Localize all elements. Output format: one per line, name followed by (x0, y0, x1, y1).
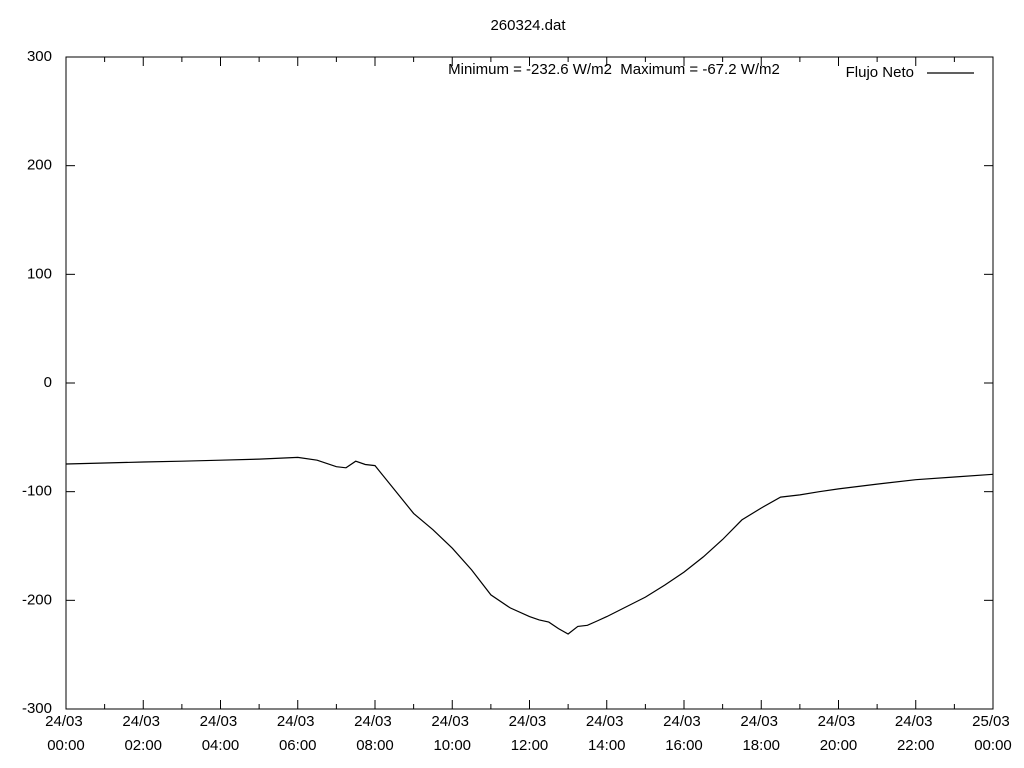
x-tick-label: 24/03 18:00 (740, 713, 782, 754)
annotation: Minimum = -232.6 W/m2 Maximum = -67.2 W/… (448, 61, 780, 78)
y-tick-label: -300 (22, 700, 52, 717)
x-tick-label: 24/03 08:00 (354, 713, 396, 754)
x-tick-label-line: 22:00 (897, 737, 935, 754)
x-tick-label-line: 04:00 (202, 737, 240, 754)
data-line (65, 456, 994, 635)
x-tick-label-line: 24/03 (45, 713, 87, 730)
y-tick-label: -100 (22, 483, 52, 500)
x-tick-label: 24/03 10:00 (431, 713, 473, 754)
x-tick-label: 24/03 12:00 (509, 713, 551, 754)
x-tick-label-line: 06:00 (279, 737, 317, 754)
x-tick-label: 24/03 02:00 (122, 713, 164, 754)
x-tick-label-line: 24/03 (663, 713, 705, 730)
x-tick-label-line: 10:00 (433, 737, 471, 754)
x-tick-label-line: 00:00 (974, 737, 1012, 754)
x-tick-label-line: 24/03 (586, 713, 628, 730)
x-tick-label-line: 02:00 (124, 737, 162, 754)
x-tick-label-line: 08:00 (356, 737, 394, 754)
x-tick-label-line: 24/03 (431, 713, 473, 730)
y-tick-label: 0 (44, 374, 52, 391)
x-tick-label-line: 12:00 (511, 737, 549, 754)
x-tick-label: 24/03 00:00 (45, 713, 87, 754)
x-tick-label-line: 00:00 (47, 737, 85, 754)
y-tick-label: 200 (27, 157, 52, 174)
x-tick-label: 24/03 14:00 (586, 713, 628, 754)
x-tick-label: 24/03 06:00 (277, 713, 319, 754)
y-tick-label: 300 (27, 48, 52, 65)
chart-title: 260324.dat (490, 17, 566, 34)
x-tick-label-line: 24/03 (277, 713, 319, 730)
x-tick-label-line: 24/03 (354, 713, 396, 730)
x-tick-label: 25/03 00:00 (972, 713, 1014, 754)
x-tick-label: 24/03 16:00 (663, 713, 705, 754)
x-tick-label: 24/03 04:00 (200, 713, 242, 754)
x-tick-label: 24/03 20:00 (818, 713, 860, 754)
x-tick-label-line: 18:00 (742, 737, 780, 754)
x-tick-label-line: 25/03 (972, 713, 1014, 730)
x-tick-label-line: 24/03 (200, 713, 242, 730)
y-tick-label: 100 (27, 265, 52, 282)
x-tick-label-line: 20:00 (820, 737, 858, 754)
x-tick-label-line: 24/03 (122, 713, 164, 730)
legend-label: Flujo Neto (846, 64, 914, 81)
x-tick-label: 24/03 22:00 (895, 713, 937, 754)
x-tick-label-line: 24/03 (509, 713, 551, 730)
x-tick-label-line: 24/03 (740, 713, 782, 730)
x-tick-label-line: 14:00 (588, 737, 626, 754)
x-tick-label-line: 24/03 (895, 713, 937, 730)
x-tick-label-line: 16:00 (665, 737, 703, 754)
y-tick-label: -200 (22, 591, 52, 608)
x-tick-label-line: 24/03 (818, 713, 860, 730)
